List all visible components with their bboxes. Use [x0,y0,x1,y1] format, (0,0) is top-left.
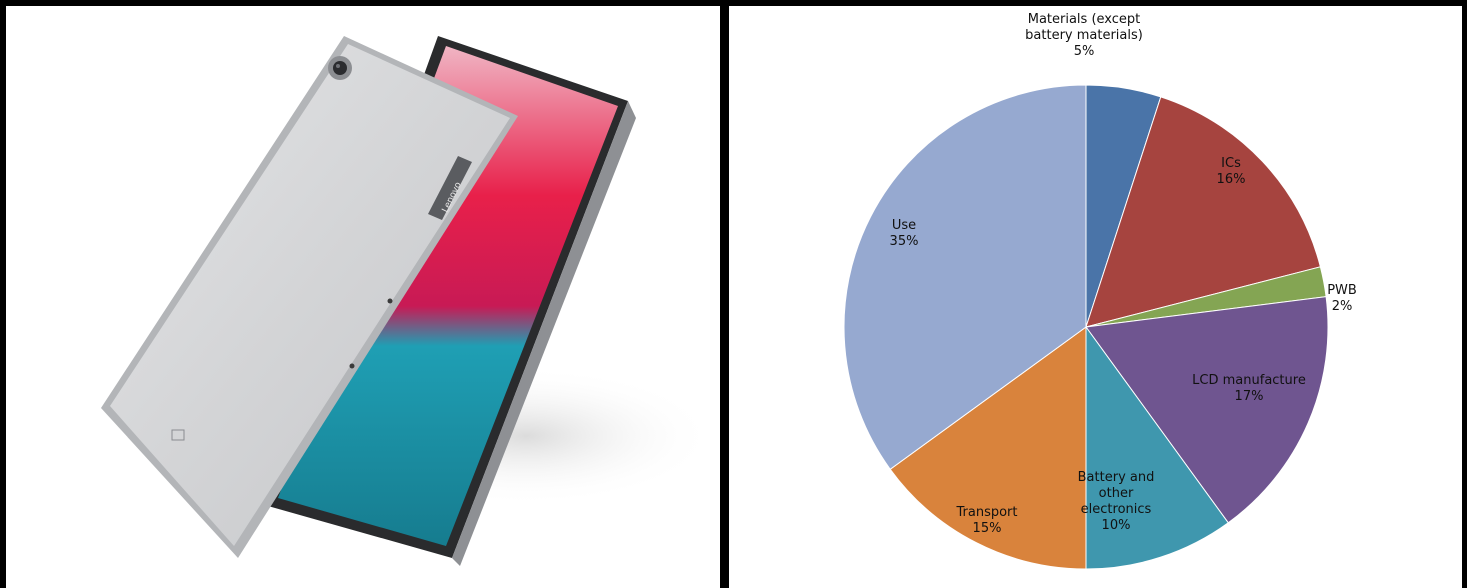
tablet-photo-panel: Lenovo [6,6,720,588]
tablet-photo: Lenovo [101,36,716,566]
tablet-screen [278,46,618,546]
pie-label-line: 15% [973,521,1002,536]
pie-label-line: 16% [1217,172,1246,187]
pie-slice-1 [1085,96,1322,328]
pie-labels: Materials (except battery materials) 5% ICs… [890,12,1357,536]
pie-slice-5 [889,326,1087,570]
pie-label-line: 2% [1332,299,1353,314]
pie-label-line: Battery and [1078,470,1155,485]
pie-label-line: 17% [1235,389,1264,404]
chart-panel: Materials (except battery materials) 5% ICs… [729,6,1462,588]
pie-slice-6 [843,84,1087,470]
pie-label-line: Materials (except [1028,12,1141,27]
pie-label-line: electronics [1081,502,1152,517]
pie-label-line: 35% [890,234,919,249]
pie-slice-3 [1085,296,1329,524]
lenovo-logo [428,156,472,220]
pie-label-5: Transport 15% [955,505,1017,536]
pie-label-line: Use [892,218,916,233]
pie-label-line: 5% [1074,44,1095,59]
pie-label-line: PWB [1327,283,1357,298]
certification-mark [171,429,185,441]
pie-chart: Materials (except battery materials) 5% ICs… [843,12,1357,570]
tablet-back: Lenovo [101,36,518,558]
pie-label-6: Use 35% [890,218,919,249]
pie-label-3: LCD manufacture 17% [1192,373,1306,404]
pie-label-0: Materials (except battery materials) 5% [1025,12,1143,59]
pie-label-line: ICs [1221,156,1241,171]
pie-slice-4 [1085,325,1229,570]
pie-label-2: PWB 2% [1327,283,1357,314]
pie-label-line: battery materials) [1025,28,1143,43]
pie-slices [843,84,1329,570]
pie-label-line: LCD manufacture [1192,373,1306,388]
pie-label-line: other [1099,486,1134,501]
pie-label-1: ICs 16% [1217,156,1246,187]
pie-label-line: 10% [1102,518,1131,533]
pie-label-4: Battery and other electronics 10% [1078,470,1155,533]
pie-label-line: Transport [955,505,1017,520]
tablet-front [268,36,636,566]
